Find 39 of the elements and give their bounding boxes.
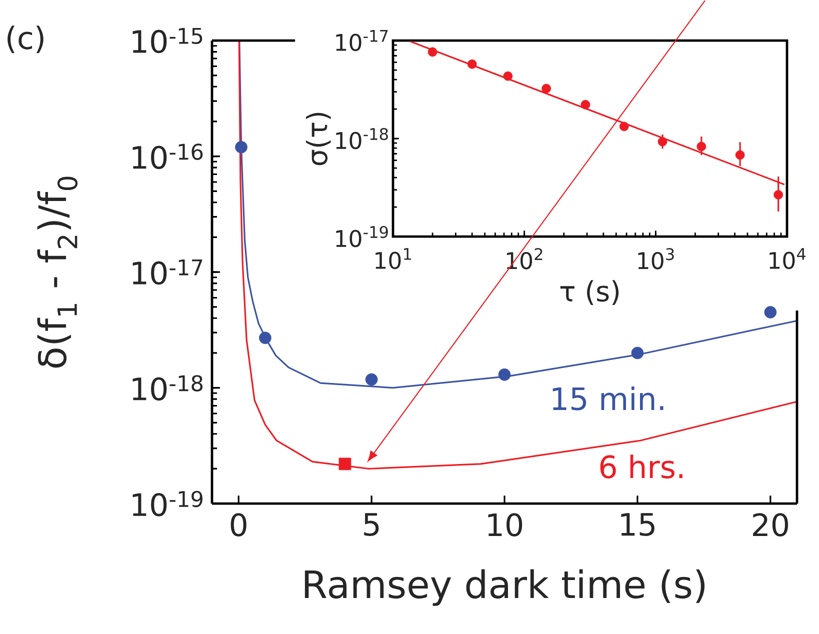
x-tick-label: 10: [488, 513, 522, 537]
point: [503, 72, 513, 81]
x-tick-label: 20: [753, 513, 788, 537]
point: [338, 458, 352, 470]
x-axis-title: τ (s): [560, 280, 619, 306]
x-tick-label: 0: [230, 513, 246, 537]
x-tick-label: 10$^{4}$: [770, 248, 806, 270]
text: (c): [8, 26, 44, 54]
point: [580, 100, 590, 110]
point: [498, 368, 511, 382]
point: [428, 48, 438, 57]
y-tick-label: 10$^{-16}$: [132, 144, 203, 170]
x-axis-title: Ramsey dark time (s): [304, 570, 705, 606]
point: [259, 332, 272, 344]
y-tick-label: 10$^{-15}$: [132, 28, 202, 54]
point: [774, 190, 784, 200]
y-axis-title: δ(f$_{1}$ - f$_{2}$)/f$_{0}$: [37, 176, 78, 368]
point: [542, 84, 551, 94]
y-tick-label: 10$^{-19}$: [132, 491, 202, 517]
x-tick-label: 5: [364, 513, 379, 536]
series-label: 15 min.: [552, 386, 664, 411]
point: [235, 141, 248, 154]
y-axis-title: σ(τ): [306, 113, 331, 166]
point: [631, 347, 644, 360]
point: [658, 137, 668, 147]
x-tick-label: 15: [621, 513, 654, 536]
y-tick-label: 10$^{-19}$: [336, 226, 388, 248]
point: [735, 150, 745, 160]
series-label: 6 hrs.: [600, 454, 682, 479]
y-tick-label: 10$^{-18}$: [336, 128, 388, 150]
point: [764, 306, 777, 319]
x-tick-label: 10$^{1}$: [376, 248, 411, 270]
y-tick-label: 10$^{-17}$: [336, 30, 388, 52]
point: [365, 374, 378, 386]
point: [696, 142, 706, 152]
point: [619, 122, 629, 132]
x-tick-label: 10$^{3}$: [638, 248, 674, 270]
y-tick-label: 10$^{-17}$: [132, 260, 202, 285]
y-tick-label: 10$^{-18}$: [132, 375, 203, 401]
